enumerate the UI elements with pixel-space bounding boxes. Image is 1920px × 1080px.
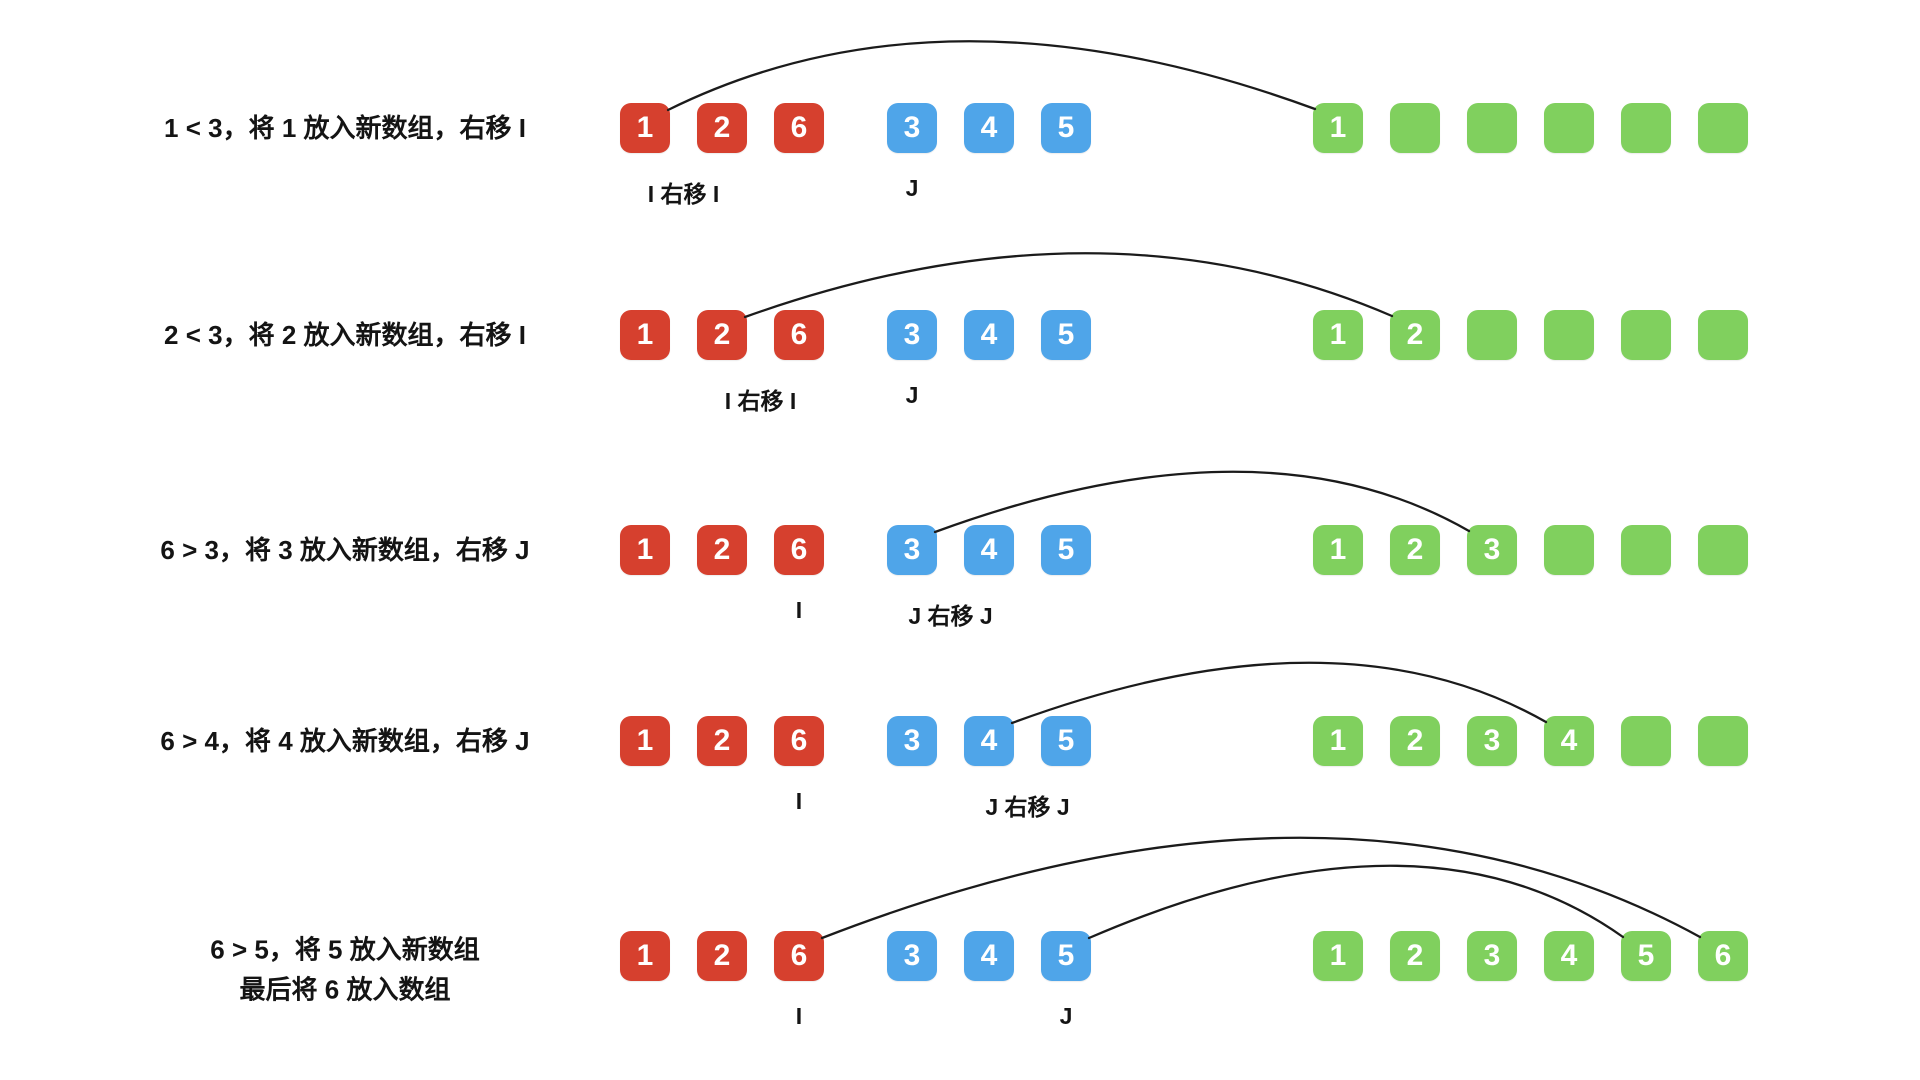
pointer-label: J 右移 J <box>908 603 993 629</box>
right-array-box: 5 <box>1041 525 1091 575</box>
pointer-label: I <box>795 788 803 814</box>
right-array-box: 3 <box>887 525 937 575</box>
right-array-box: 3 <box>887 310 937 360</box>
step-label-line: 1 < 3，将 1 放入新数组，右移 I <box>164 112 526 143</box>
new-array-box <box>1621 103 1671 153</box>
left-array-box: 1 <box>620 931 670 981</box>
step-label-line: 最后将 6 放入数组 <box>239 975 451 1005</box>
pointer-label: J <box>905 175 919 201</box>
new-array-box: 1 <box>1313 103 1363 153</box>
right-array-box: 5 <box>1041 103 1091 153</box>
new-array-box <box>1544 103 1594 153</box>
new-array-box: 6 <box>1698 931 1748 981</box>
left-array-box: 6 <box>774 310 824 360</box>
right-array-box: 4 <box>964 716 1014 766</box>
step-label: 6 > 3，将 3 放入新数组，右移 J <box>105 530 585 570</box>
new-array-box <box>1544 525 1594 575</box>
new-array-box: 5 <box>1621 931 1671 981</box>
step-label: 6 > 4，将 4 放入新数组，右移 J <box>105 721 585 761</box>
pointer-label: J <box>905 382 919 408</box>
new-array-box: 1 <box>1313 716 1363 766</box>
new-array-box <box>1467 310 1517 360</box>
new-array-box <box>1621 716 1671 766</box>
new-array-box: 1 <box>1313 310 1363 360</box>
step-label: 6 > 5，将 5 放入新数组 最后将 6 放入数组 <box>105 930 585 1011</box>
new-array-box <box>1698 103 1748 153</box>
new-array-box: 2 <box>1390 716 1440 766</box>
new-array-box <box>1390 103 1440 153</box>
pointer-label: J <box>1059 1003 1073 1029</box>
right-array-box: 5 <box>1041 716 1091 766</box>
step-label-line: 6 > 5，将 5 放入新数组 <box>210 934 480 965</box>
new-array-box: 3 <box>1467 931 1517 981</box>
pointer-label: I 右移 I <box>647 181 720 207</box>
left-array-box: 1 <box>620 716 670 766</box>
left-array-box: 6 <box>774 716 824 766</box>
left-array-box: 2 <box>697 525 747 575</box>
step-label-line: 6 > 3，将 3 放入新数组，右移 J <box>160 534 530 565</box>
new-array-box: 4 <box>1544 716 1594 766</box>
new-array-box <box>1698 716 1748 766</box>
right-array-box: 4 <box>964 103 1014 153</box>
step-label: 2 < 3，将 2 放入新数组，右移 I <box>105 315 585 355</box>
left-array-box: 2 <box>697 716 747 766</box>
new-array-box: 2 <box>1390 525 1440 575</box>
right-array-box: 3 <box>887 103 937 153</box>
new-array-box: 4 <box>1544 931 1594 981</box>
left-array-box: 1 <box>620 525 670 575</box>
right-array-box: 5 <box>1041 310 1091 360</box>
left-array-box: 6 <box>774 931 824 981</box>
new-array-box <box>1621 310 1671 360</box>
new-array-box <box>1698 310 1748 360</box>
new-array-box: 3 <box>1467 525 1517 575</box>
left-array-box: 6 <box>774 103 824 153</box>
new-array-box: 2 <box>1390 931 1440 981</box>
new-array-box <box>1467 103 1517 153</box>
merge-arrow <box>820 836 1702 940</box>
merge-arrow <box>1087 864 1625 940</box>
right-array-box: 4 <box>964 310 1014 360</box>
new-array-box <box>1698 525 1748 575</box>
right-array-box: 4 <box>964 931 1014 981</box>
step-label: 1 < 3，将 1 放入新数组，右移 I <box>105 108 585 148</box>
merge-arrow <box>666 40 1317 112</box>
new-array-box: 2 <box>1390 310 1440 360</box>
pointer-label: I 右移 I <box>724 388 797 414</box>
new-array-box: 1 <box>1313 525 1363 575</box>
left-array-box: 1 <box>620 103 670 153</box>
left-array-box: 1 <box>620 310 670 360</box>
left-array-box: 6 <box>774 525 824 575</box>
right-array-box: 4 <box>964 525 1014 575</box>
right-array-box: 3 <box>887 931 937 981</box>
merge-arrow <box>1010 661 1548 725</box>
left-array-box: 2 <box>697 103 747 153</box>
pointer-label: J 右移 J <box>985 794 1070 820</box>
new-array-box <box>1621 525 1671 575</box>
new-array-box <box>1544 310 1594 360</box>
left-array-box: 2 <box>697 931 747 981</box>
new-array-box: 3 <box>1467 716 1517 766</box>
pointer-label: I <box>795 1003 803 1029</box>
step-label-line: 2 < 3，将 2 放入新数组，右移 I <box>164 319 526 350</box>
merge-arrow <box>743 252 1394 319</box>
pointer-label: I <box>795 597 803 623</box>
merge-arrow <box>933 470 1471 534</box>
left-array-box: 2 <box>697 310 747 360</box>
right-array-box: 3 <box>887 716 937 766</box>
right-array-box: 5 <box>1041 931 1091 981</box>
step-label-line: 6 > 4，将 4 放入新数组，右移 J <box>160 725 530 756</box>
new-array-box: 1 <box>1313 931 1363 981</box>
